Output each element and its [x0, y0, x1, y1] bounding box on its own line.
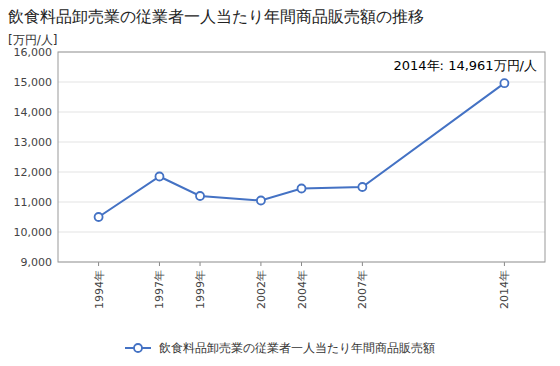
x-tick	[98, 262, 99, 266]
data-point	[196, 192, 204, 200]
y-tick-label: 12,000	[14, 166, 53, 179]
x-tick-label: 1999年	[194, 270, 207, 309]
legend: 飲食料品卸売業の従業者一人当たり年間商品販売額	[125, 341, 435, 355]
y-axis-label: [万円/人]	[8, 33, 57, 47]
x-tick-label: 2002年	[255, 270, 268, 309]
data-point	[358, 183, 366, 191]
y-tick-label: 11,000	[14, 196, 53, 209]
data-layer	[95, 79, 509, 221]
x-tick-label: 2014年	[498, 270, 511, 309]
y-tick-label: 16,000	[14, 46, 53, 59]
chart-container: 飲食料品卸売業の従業者一人当たり年間商品販売額の推移 [万円/人] 9,000 10,…	[0, 0, 560, 366]
grid-line	[58, 82, 545, 83]
chart: 飲食料品卸売業の従業者一人当たり年間商品販売額の推移 [万円/人] 9,000 10,…	[0, 0, 560, 366]
x-tick-label: 1997年	[153, 270, 166, 309]
legend-label: 飲食料品卸売業の従業者一人当たり年間商品販売額	[159, 341, 435, 355]
annotation: 2014年: 14,961万円/人	[394, 58, 537, 73]
legend-marker	[134, 344, 142, 352]
title: 飲食料品卸売業の従業者一人当たり年間商品販売額の推移	[8, 7, 424, 26]
x-tick	[362, 262, 363, 266]
y-tick-label: 14,000	[14, 106, 53, 119]
y-tick-label: 13,000	[14, 136, 53, 149]
x-tick-label: 2007年	[356, 270, 369, 309]
data-point	[500, 79, 508, 87]
grid-line	[58, 172, 545, 173]
x-tick	[301, 262, 302, 266]
grid-line	[58, 112, 545, 113]
data-point	[155, 173, 163, 181]
y-tick-label: 10,000	[14, 226, 53, 239]
y-tick-label: 15,000	[14, 76, 53, 89]
grid	[58, 52, 545, 262]
x-tick	[504, 262, 505, 266]
grid-line	[58, 142, 545, 143]
data-point	[298, 185, 306, 193]
data-point	[95, 213, 103, 221]
x-tick	[260, 262, 261, 266]
x-tick	[200, 262, 201, 266]
grid-line	[58, 202, 545, 203]
x-tick	[159, 262, 160, 266]
plot-frame	[58, 52, 545, 262]
series-line	[99, 83, 505, 217]
x-tick-label: 1994年	[93, 270, 106, 309]
grid-line	[58, 232, 545, 233]
y-tick-label: 9,000	[21, 256, 53, 269]
data-point	[257, 197, 265, 205]
x-tick-label: 2004年	[296, 270, 309, 309]
